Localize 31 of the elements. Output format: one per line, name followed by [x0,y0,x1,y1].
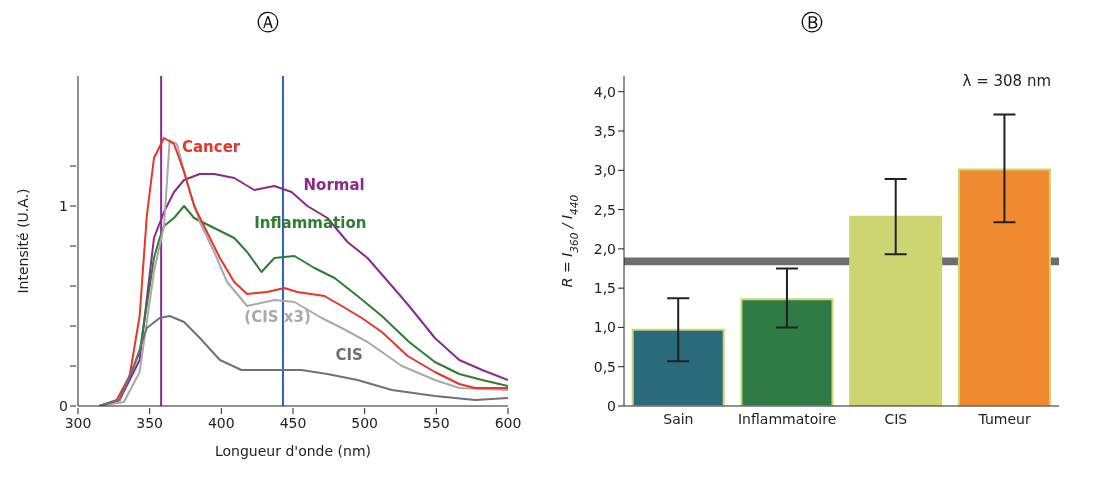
chart-title: Ⓑ [799,9,824,36]
x-tick-label: Sain [663,410,694,427]
y-tick-label: 2,5 [593,201,616,218]
x-tick-label: 550 [422,414,450,431]
y-tick-label: 1 [59,197,68,214]
x-tick-label: Tumeur [977,410,1031,427]
series-label: Normal [303,176,365,194]
x-tick-label: 500 [351,414,379,431]
x-tick-label: 450 [279,414,307,431]
x-axis-title: Longueur d'onde (nm) [214,443,372,459]
x-tick-label: 400 [207,414,235,431]
y-tick-label: 0 [59,397,68,414]
y-tick-label: 0,5 [593,358,616,375]
x-tick-label: Inflammatoire [737,410,837,427]
series-label: (CIS x3) [244,308,311,326]
y-tick-label: 3,5 [593,122,616,139]
y-tick-label: 1,0 [593,319,616,336]
x-tick-label: 600 [494,414,522,431]
annotation: λ = 308 nm [962,72,1051,90]
x-tick-label: CIS [884,410,908,427]
y-tick-label: 1,5 [593,280,616,297]
x-tick-label: 350 [136,414,164,431]
x-tick-label: 300 [64,414,92,431]
series-label: CIS [335,346,363,364]
y-tick-label: 0 [607,397,616,414]
series-label: Cancer [181,138,241,156]
y-axis-title: Intensité (U.A.) [14,188,31,294]
chart-title: Ⓐ [256,9,280,36]
y-tick-label: 4,0 [593,83,616,100]
y-tick-label: 2,0 [593,240,616,257]
y-tick-label: 3,0 [593,162,616,179]
